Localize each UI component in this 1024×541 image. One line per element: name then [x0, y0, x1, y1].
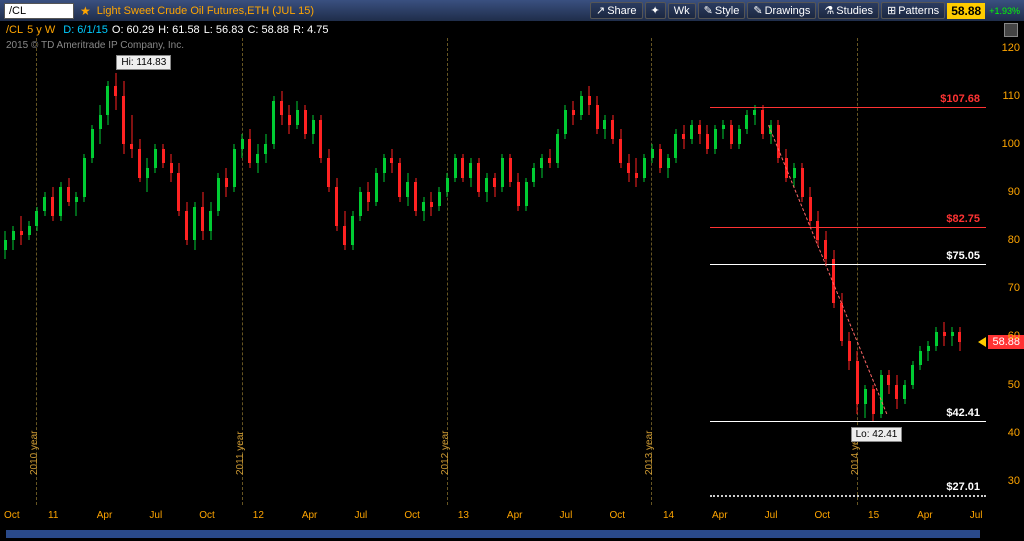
price-level-label: $42.41: [946, 407, 980, 419]
x-tick: Oct: [609, 510, 625, 521]
flask-icon: ⚗: [824, 4, 834, 17]
x-tick: Jul: [354, 510, 367, 521]
chart-canvas[interactable]: 2010 year2011 year2012 year2013 year2014…: [0, 38, 986, 505]
x-tick: Jul: [765, 510, 778, 521]
y-tick: 50: [1008, 379, 1020, 391]
ohlc-symbol: /CL: [6, 24, 23, 36]
price-level-label: $75.05: [946, 250, 980, 262]
y-tick: 30: [1008, 475, 1020, 487]
x-tick: Apr: [507, 510, 523, 521]
x-tick: 11: [48, 510, 58, 521]
x-tick: Apr: [712, 510, 728, 521]
price-level-label: $82.75: [946, 213, 980, 225]
trendline[interactable]: [768, 125, 887, 414]
x-tick: Oct: [404, 510, 420, 521]
y-tick: 110: [1002, 90, 1020, 102]
tools-button[interactable]: ✦: [645, 2, 666, 19]
ohlc-open: O: 60.29: [112, 24, 154, 36]
year-label: 2010 year: [29, 431, 40, 475]
y-tick: 100: [1002, 138, 1020, 150]
x-tick: 12: [253, 510, 264, 521]
x-tick: Jul: [970, 510, 983, 521]
ohlc-close: C: 58.88: [247, 24, 289, 36]
price-level-line[interactable]: [710, 227, 986, 228]
style-icon: ✎: [704, 4, 713, 17]
year-label: 2013 year: [644, 431, 655, 475]
last-price: 58.88: [947, 3, 985, 19]
y-axis[interactable]: 30 40 50 60 70 80 90 100 110 120: [986, 38, 1024, 505]
dotted-level-label: $27.01: [946, 481, 980, 493]
current-price-arrow-icon: [978, 337, 986, 347]
price-level-line[interactable]: [710, 264, 986, 265]
share-icon: ↗: [596, 4, 605, 17]
ohlc-low: L: 56.83: [204, 24, 244, 36]
ohlc-high: H: 61.58: [158, 24, 200, 36]
y-tick: 60: [1008, 330, 1020, 342]
wrench-icon: ✦: [651, 4, 660, 17]
patterns-button[interactable]: ⊞Patterns: [881, 2, 945, 19]
x-tick: Jul: [560, 510, 573, 521]
scroll-thumb[interactable]: [7, 531, 979, 537]
app-container: ★ Light Sweet Crude Oil Futures,ETH (JUL…: [0, 0, 1024, 541]
timeframe-button[interactable]: Wk: [668, 3, 696, 19]
copyright: 2015 © TD Ameritrade IP Company, Inc.: [6, 40, 184, 51]
pct-change: +1.93%: [989, 6, 1020, 16]
x-tick: Oct: [815, 510, 831, 521]
studies-button[interactable]: ⚗Studies: [818, 2, 879, 19]
y-tick: 70: [1008, 282, 1020, 294]
x-tick: 15: [868, 510, 879, 521]
x-tick: Apr: [302, 510, 318, 521]
style-button[interactable]: ✎Style: [698, 2, 746, 19]
drawings-button[interactable]: ✎Drawings: [747, 2, 816, 19]
price-level-label: $107.68: [940, 93, 980, 105]
y-tick: 90: [1008, 186, 1020, 198]
x-tick: Apr: [917, 510, 933, 521]
hi-annotation: Hi: 114.83: [116, 55, 171, 70]
y-tick: 40: [1008, 427, 1020, 439]
ohlc-range: R: 4.75: [293, 24, 328, 36]
price-level-line[interactable]: [710, 421, 986, 422]
ohlc-date: D: 6/1/15: [63, 24, 108, 36]
x-tick: 13: [458, 510, 469, 521]
chart-settings-icon[interactable]: [1004, 23, 1018, 37]
ohlc-bar: /CL 5 y W D: 6/1/15 O: 60.29 H: 61.58 L:…: [0, 22, 1024, 38]
share-button[interactable]: ↗Share: [590, 2, 643, 19]
pencil-icon: ✎: [753, 4, 762, 17]
time-scrollbar[interactable]: [6, 530, 980, 538]
y-tick: 120: [1002, 42, 1020, 54]
dotted-level-line[interactable]: [710, 495, 986, 497]
x-tick: Oct: [199, 510, 215, 521]
patterns-icon: ⊞: [887, 4, 896, 17]
x-tick: Jul: [149, 510, 162, 521]
price-level-line[interactable]: [710, 107, 986, 108]
year-label: 2011 year: [235, 431, 246, 475]
ohlc-timeframe: 5 y W: [27, 24, 55, 36]
year-label: 2012 year: [440, 431, 451, 475]
lo-annotation: Lo: 42.41: [851, 427, 903, 442]
x-axis[interactable]: Oct 11 Apr Jul Oct 12 Apr Jul Oct 13 Apr Jul Oct 14 Ap…: [0, 505, 986, 523]
chart-area: 2010 year2011 year2012 year2013 year2014…: [0, 38, 1024, 523]
x-tick: 14: [663, 510, 674, 521]
favorite-icon[interactable]: ★: [80, 4, 91, 18]
x-tick: Apr: [97, 510, 113, 521]
symbol-input[interactable]: [4, 3, 74, 19]
x-tick: Oct: [4, 510, 20, 521]
instrument-title: Light Sweet Crude Oil Futures,ETH (JUL 1…: [97, 5, 314, 17]
toolbar: ★ Light Sweet Crude Oil Futures,ETH (JUL…: [0, 0, 1024, 22]
y-tick: 80: [1008, 234, 1020, 246]
